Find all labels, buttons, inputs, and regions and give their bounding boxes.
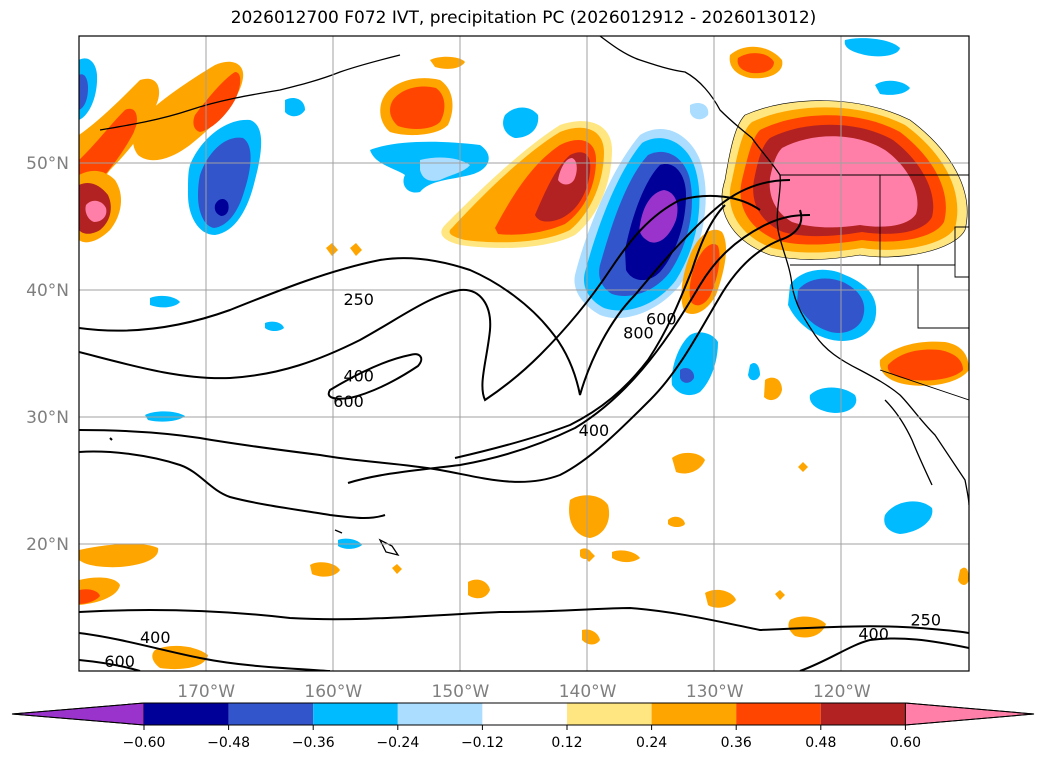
ivt-contour-label: 400 xyxy=(858,624,889,643)
lat-label: 20°N xyxy=(26,535,69,555)
lon-label: 160°W xyxy=(304,682,362,702)
colorbar-tick-label: −0.24 xyxy=(376,735,419,751)
map-border xyxy=(78,35,970,672)
colorbar-extend-max xyxy=(904,702,1035,726)
colorbar-tick-label: 0.12 xyxy=(551,735,582,751)
ivt-contour-label: 600 xyxy=(646,309,677,328)
colorbar-extend-min xyxy=(11,702,145,726)
latitude-labels: 50°N 40°N 30°N 20°N xyxy=(26,154,69,555)
ivt-contour-label: 250 xyxy=(910,610,941,629)
colorbar-tick-label: 0.48 xyxy=(805,735,836,751)
lon-label: 130°W xyxy=(686,682,744,702)
lon-label: 120°W xyxy=(813,682,871,702)
colorbar-tick-label: −0.36 xyxy=(292,735,335,751)
lat-label: 30°N xyxy=(26,408,69,428)
colorbar-segment xyxy=(651,703,737,725)
ivt-contour-label: 600 xyxy=(104,652,135,671)
longitude-labels: 170°W 160°W 150°W 140°W 130°W 120°W xyxy=(177,682,871,702)
colorbar-segment xyxy=(313,703,398,725)
colorbar-segment xyxy=(144,703,229,725)
lon-label: 150°W xyxy=(432,682,490,702)
political-borders xyxy=(780,174,969,401)
colorbar-segment xyxy=(482,703,567,725)
ivt-contour-label: 600 xyxy=(333,392,364,411)
colorbar-segment xyxy=(820,703,906,725)
colorbar-tick-label: −0.48 xyxy=(207,735,250,751)
ivt-contour-label: 250 xyxy=(343,290,374,309)
colorbar-segment xyxy=(228,703,314,725)
colorbar-tick-label: 0.60 xyxy=(890,735,921,751)
chart-title: 2026012700 F072 IVT, precipitation PC (2… xyxy=(230,8,817,28)
colorbar: −0.60 −0.48 −0.36 −0.24 −0.12 0.12 0.24 0.36 0.4… xyxy=(11,702,1035,751)
colorbar-tick-label: −0.60 xyxy=(123,735,166,751)
ivt-contour-label: 400 xyxy=(579,421,610,440)
lon-label: 140°W xyxy=(559,682,617,702)
coastlines xyxy=(99,36,969,557)
ivt-contour-label: 800 xyxy=(623,323,654,342)
ivt-contour-label: 400 xyxy=(140,628,171,647)
colorbar-segment xyxy=(397,703,483,725)
lat-label: 50°N xyxy=(26,154,69,174)
lon-label: 170°W xyxy=(177,682,235,702)
colorbar-tick-label: 0.36 xyxy=(721,735,752,751)
colorbar-tick-label: 0.24 xyxy=(636,735,667,751)
ivt-contours xyxy=(79,179,969,671)
ivt-contour-label: 400 xyxy=(343,366,374,385)
colorbar-tick-label: −0.12 xyxy=(461,735,504,751)
colorbar-segment xyxy=(567,703,652,725)
lat-label: 40°N xyxy=(26,281,69,301)
colorbar-segment xyxy=(736,703,821,725)
